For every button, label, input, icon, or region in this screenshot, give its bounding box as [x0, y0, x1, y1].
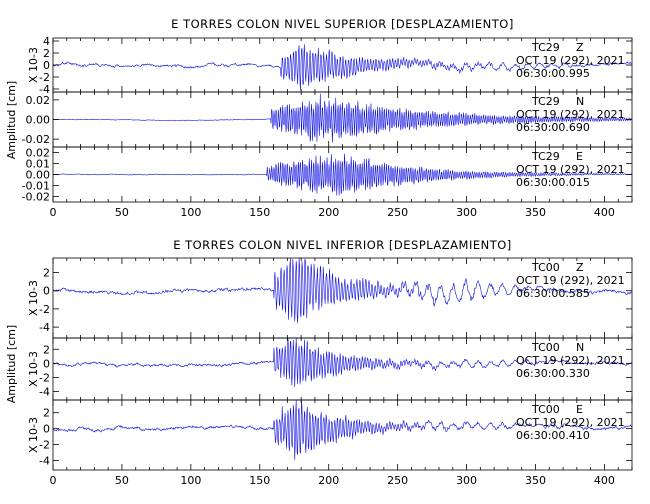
panel-group-2: E TORRES COLON NIVEL INFERIOR [DESPLAZAM…	[5, 238, 633, 487]
component-code: Z	[576, 261, 584, 274]
y-tick-label: 2	[43, 343, 50, 356]
record-time: 06:30:00.015	[516, 176, 590, 189]
x-tick-label: 0	[50, 474, 57, 487]
x-tick-label: 300	[456, 474, 477, 487]
y-tick-label: 4	[43, 35, 50, 48]
station-code: TC29	[531, 41, 560, 54]
y-tick-label: 2	[43, 407, 50, 420]
scale-label: X 10-3	[27, 417, 40, 453]
y-tick-label: -4	[39, 321, 50, 334]
station-code: TC00	[531, 341, 560, 354]
group-title: E TORRES COLON NIVEL INFERIOR [DESPLAZAM…	[173, 238, 512, 252]
x-tick-label: 200	[318, 206, 339, 219]
y-tick-label: -0.02	[22, 133, 50, 146]
scale-label: X 10-3	[27, 351, 40, 387]
component-code: Z	[576, 41, 584, 54]
scale-label: X 10-3	[27, 280, 40, 316]
y-tick-label: -0.01	[22, 180, 50, 193]
x-tick-label: 50	[115, 206, 129, 219]
y-tick-label: -2	[39, 371, 50, 384]
station-code: TC00	[531, 261, 560, 274]
y-tick-label: 2	[43, 47, 50, 60]
record-date: OCT 19 (292), 2021	[516, 163, 625, 176]
y-tick-label: 0.02	[26, 147, 51, 160]
component-code: N	[576, 95, 584, 108]
component-code: E	[576, 403, 583, 416]
record-time: 06:30:00.585	[516, 287, 590, 300]
y-tick-label: 0	[43, 423, 50, 436]
y-tick-label: 0.01	[26, 158, 51, 171]
y-tick-label: -4	[39, 83, 50, 96]
y-tick-label: 0	[43, 357, 50, 370]
seismic-trace	[52, 400, 632, 460]
x-tick-label: 350	[525, 206, 546, 219]
record-time: 06:30:00.690	[516, 121, 590, 134]
x-tick-label: 150	[249, 474, 270, 487]
component-code: N	[576, 341, 584, 354]
y-tick-label: -2	[39, 71, 50, 84]
y-axis-label: Amplitud [cm]	[5, 325, 18, 403]
y-tick-label: 2	[43, 267, 50, 280]
y-tick-label: -4	[39, 386, 50, 399]
group-title: E TORRES COLON NIVEL SUPERIOR [DESPLAZAM…	[171, 17, 514, 31]
station-code: TC00	[531, 403, 560, 416]
record-date: OCT 19 (292), 2021	[516, 416, 625, 429]
y-tick-label: 0.00	[26, 114, 51, 127]
x-tick-label: 100	[180, 474, 201, 487]
x-tick-label: 400	[594, 206, 615, 219]
x-tick-label: 250	[387, 474, 408, 487]
x-tick-label: 200	[318, 474, 339, 487]
seismic-trace	[52, 93, 632, 143]
seismic-trace	[53, 153, 632, 196]
y-tick-label: 0.00	[26, 169, 51, 182]
panel-group-1: E TORRES COLON NIVEL SUPERIOR [DESPLAZAM…	[5, 17, 633, 219]
x-tick-label: 300	[456, 206, 477, 219]
record-time: 06:30:00.330	[516, 367, 590, 380]
x-tick-label: 100	[180, 206, 201, 219]
record-time: 06:30:00.995	[516, 67, 590, 80]
component-code: E	[576, 150, 583, 163]
y-axis-label: Amplitud [cm]	[5, 81, 18, 159]
x-tick-label: 250	[387, 206, 408, 219]
record-date: OCT 19 (292), 2021	[516, 354, 625, 367]
x-tick-label: 0	[50, 206, 57, 219]
scale-label: X 10-3	[27, 47, 40, 83]
seismic-trace	[52, 44, 632, 91]
seismic-trace	[52, 338, 632, 387]
y-tick-label: 0.02	[26, 94, 51, 107]
y-tick-label: -0.02	[22, 191, 50, 204]
y-tick-label: 0	[43, 59, 50, 72]
seismic-trace	[52, 258, 632, 324]
y-tick-label: 0	[43, 285, 50, 298]
record-time: 06:30:00.410	[516, 429, 590, 442]
y-tick-label: -2	[39, 303, 50, 316]
station-code: TC29	[531, 95, 560, 108]
y-tick-label: -2	[39, 439, 50, 452]
record-date: OCT 19 (292), 2021	[516, 54, 625, 67]
record-date: OCT 19 (292), 2021	[516, 274, 625, 287]
record-date: OCT 19 (292), 2021	[516, 108, 625, 121]
x-tick-label: 350	[525, 474, 546, 487]
x-tick-label: 50	[115, 474, 129, 487]
station-code: TC29	[531, 150, 560, 163]
x-tick-label: 400	[594, 474, 615, 487]
x-tick-label: 150	[249, 206, 270, 219]
y-tick-label: -4	[39, 454, 50, 467]
